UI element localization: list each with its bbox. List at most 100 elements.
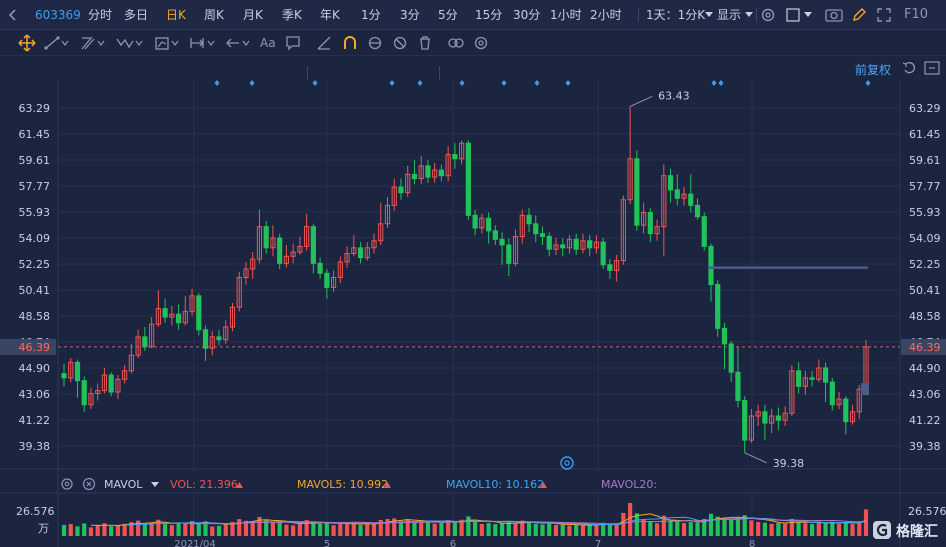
checkbox-icon[interactable] — [786, 8, 800, 22]
wave-tool-icon[interactable] — [116, 35, 144, 51]
volume-bar — [533, 523, 538, 536]
candle-body — [297, 245, 303, 253]
candle-body — [452, 154, 458, 160]
volume-bar — [385, 518, 390, 536]
candle-body — [809, 377, 815, 380]
volume-bar — [419, 521, 424, 536]
display-menu[interactable]: 显示 — [717, 8, 742, 22]
timeframe-tab[interactable]: 周K — [204, 8, 224, 22]
trash-icon[interactable] — [417, 35, 433, 51]
timeframe-tab[interactable]: 1小时 — [550, 8, 582, 22]
up-triangle-icon — [236, 482, 243, 488]
settings-icon[interactable] — [60, 477, 74, 491]
text-tool[interactable]: Aa — [260, 36, 276, 50]
timeframe-tab[interactable]: 1分 — [361, 8, 381, 22]
hide-drawings-icon[interactable] — [392, 35, 408, 51]
timeframe-tab[interactable]: 季K — [282, 8, 302, 22]
timeframe-tab[interactable]: 月K — [243, 8, 263, 22]
channel-tool-icon[interactable] — [80, 35, 106, 51]
multi-period-select[interactable]: 1天：1分K — [646, 8, 706, 22]
link-icon[interactable] — [447, 35, 465, 51]
timeframe-tab[interactable]: 多日 — [124, 8, 149, 22]
sync-icon[interactable] — [367, 35, 383, 51]
fullscreen-icon[interactable] — [876, 7, 892, 23]
candle-body — [378, 223, 384, 242]
event-marker — [534, 80, 540, 86]
candle-body — [263, 226, 269, 249]
camera-icon[interactable] — [825, 7, 843, 23]
volume-bar — [836, 523, 842, 536]
volume-bar — [216, 525, 222, 536]
volume-bar — [628, 502, 633, 536]
volume-bar — [702, 518, 707, 536]
candle-body — [587, 240, 593, 249]
volume-bar — [284, 524, 289, 536]
gear-icon[interactable] — [760, 7, 776, 23]
kline-chart-area[interactable]: 63.29 63.29 61.45 61.45 59.61 59.61 57.77 57.77… — [0, 56, 946, 547]
volume-bar — [169, 525, 174, 536]
timeframe-tab[interactable]: 5分 — [438, 8, 458, 22]
angle-tool-icon[interactable] — [316, 35, 332, 51]
measure-tool-icon[interactable] — [154, 35, 180, 51]
candle-body — [526, 214, 532, 225]
undo-icon[interactable] — [902, 61, 916, 75]
volume-bar — [479, 523, 484, 536]
candle-body — [68, 361, 74, 379]
volume-bar — [129, 522, 134, 536]
volume-bar — [513, 523, 518, 536]
pencil-icon[interactable] — [851, 7, 867, 23]
kline-chart[interactable]: 63.29 63.29 61.45 61.45 59.61 59.61 57.77 57.77… — [0, 56, 946, 547]
candle-body — [162, 308, 168, 318]
volume-indicator-name[interactable]: MAVOL — [104, 478, 143, 491]
watermark-logo: 格隆汇 — [872, 519, 942, 541]
adjust-mode-button[interactable]: 前复权 — [855, 63, 892, 77]
price-tick-right: 50.41 — [909, 284, 941, 297]
collapse-icon[interactable] — [924, 61, 940, 75]
price-tick-left: 57.77 — [19, 180, 51, 193]
volume-bar — [358, 525, 363, 536]
price-tick-right: 61.45 — [909, 128, 941, 141]
timeframe-tab[interactable]: 15分 — [475, 8, 503, 22]
timeframe-tab[interactable]: 30分 — [513, 8, 541, 22]
magnet-icon[interactable] — [342, 35, 358, 51]
candle-body — [371, 240, 377, 249]
candle-body — [627, 158, 633, 201]
stock-code[interactable]: 603369 — [35, 8, 81, 22]
mavol20-value: MAVOL20: — [601, 478, 658, 491]
price-tick-left: 39.38 — [19, 440, 51, 453]
price-tick-left: 50.41 — [19, 284, 51, 297]
volume-axis-max-left: 26.576 — [16, 505, 55, 518]
arrow-tool-icon[interactable] — [225, 35, 251, 51]
move-cursor-icon[interactable] — [18, 34, 36, 52]
candle-body — [573, 238, 579, 250]
close-icon[interactable] — [82, 477, 96, 491]
volume-axis-max-right: 26.576 — [908, 505, 946, 518]
comment-tool-icon[interactable] — [285, 35, 301, 51]
line-tool-icon[interactable] — [44, 35, 70, 51]
timeframe-tab[interactable]: 分时 — [88, 8, 113, 22]
chevron-left-icon[interactable] — [8, 8, 18, 22]
timeframe-tab[interactable]: 3分 — [400, 8, 420, 22]
candle-body — [539, 233, 546, 237]
timeframe-tab[interactable]: 年K — [320, 8, 340, 22]
settings-icon[interactable] — [473, 35, 489, 51]
range-tool-icon[interactable] — [189, 35, 217, 51]
event-marker — [249, 80, 255, 86]
candle-body — [344, 252, 350, 263]
volume-bar — [95, 525, 100, 536]
timeframe-tab[interactable]: 日K — [166, 8, 186, 22]
volume-bar — [398, 521, 404, 536]
chevron-down-icon — [151, 482, 159, 487]
candle-body — [61, 373, 67, 379]
candle-body — [142, 336, 148, 348]
candle-body — [169, 313, 175, 318]
candle-body — [822, 367, 829, 383]
candle-body — [681, 193, 687, 199]
current-price-tag-left — [0, 338, 56, 355]
candle-body — [492, 230, 498, 240]
date-tick: 6 — [450, 539, 456, 547]
volume-bar — [149, 522, 154, 536]
f10-button[interactable]: F10 — [904, 7, 929, 22]
candle-body — [357, 247, 364, 259]
timeframe-tab[interactable]: 2小时 — [590, 8, 622, 22]
